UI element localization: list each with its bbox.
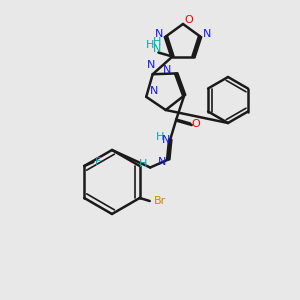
- Text: H: H: [153, 37, 162, 46]
- Text: H: H: [156, 131, 164, 142]
- Text: Br: Br: [154, 196, 166, 206]
- Text: N: N: [153, 44, 162, 54]
- Text: H: H: [146, 40, 154, 50]
- Text: N: N: [146, 60, 155, 70]
- Text: N: N: [158, 157, 166, 166]
- Text: N: N: [163, 65, 171, 75]
- Text: O: O: [192, 118, 201, 128]
- Text: N: N: [162, 134, 170, 145]
- Text: H: H: [139, 158, 147, 169]
- Text: N: N: [155, 29, 163, 39]
- Text: F: F: [95, 157, 101, 167]
- Text: N: N: [150, 86, 158, 96]
- Text: N: N: [203, 29, 211, 39]
- Text: O: O: [184, 15, 194, 25]
